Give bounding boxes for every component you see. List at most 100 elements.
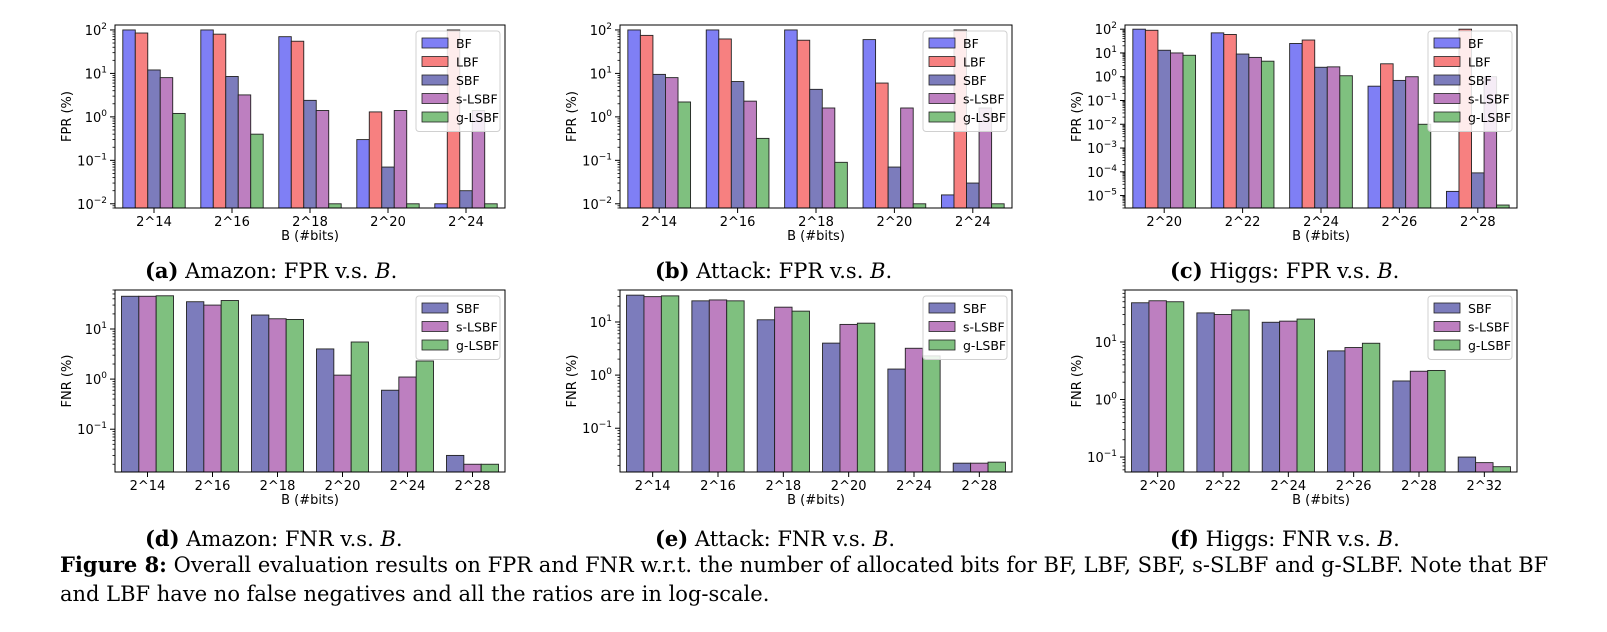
- bar-b-s-LSBF-2: [821, 107, 836, 209]
- bar-d-SBF-5: [446, 454, 465, 473]
- x-tick-label: 2^24: [955, 215, 991, 230]
- panel-caption-text: Attack: FPR v.s.: [696, 259, 864, 283]
- x-tick-label: 2^20: [370, 215, 406, 230]
- bar-b-BF-1: [705, 29, 720, 209]
- legend-label: BF: [456, 36, 472, 51]
- panel-caption-a: (a) Amazon: FPR v.s. B.: [145, 258, 398, 283]
- bar-a-LBF-1: [212, 33, 227, 209]
- legend-swatch: [421, 111, 449, 123]
- panel-caption-label: (e): [655, 526, 689, 551]
- legend-swatch: [1433, 302, 1461, 314]
- bar-b-s-LSBF-1: [743, 100, 757, 209]
- figure-caption-label: Figure 8:: [60, 552, 167, 577]
- panel-caption-label: (a): [145, 258, 179, 283]
- bar-a-SBF-2: [303, 99, 317, 209]
- bar-d-s-LSBF-3: [333, 374, 352, 473]
- bar-e-s-LSBF-4: [904, 347, 924, 473]
- y-tick-label: 10−1: [582, 152, 612, 169]
- y-tick-label: 10−1: [582, 420, 612, 437]
- legend-label: g-LSBF: [1468, 338, 1511, 353]
- bar-e-SBF-0: [626, 294, 645, 473]
- bar-a-SBF-4: [459, 190, 473, 209]
- bar-f-g-LSBF-5: [1492, 466, 1511, 473]
- chart-f: 10−1 100 101 2^20 2^22 2^24 2^26 2^28 2^32 B (#bi…: [1070, 289, 1518, 508]
- legend-swatch: [421, 321, 449, 332]
- bar-d-s-LSBF-5: [463, 463, 482, 473]
- y-axis-label: FNR (%): [60, 355, 75, 408]
- y-tick-label: 10−2: [582, 196, 612, 213]
- bar-d-SBF-4: [381, 389, 400, 473]
- axes-frame-e: [619, 289, 1013, 473]
- legend-label: s-LSBF: [1468, 320, 1510, 335]
- legend-swatch: [421, 302, 449, 314]
- x-tick-label: 2^28: [1401, 479, 1437, 494]
- y-tick-label: 100: [1095, 392, 1118, 409]
- bar-f-SBF-4: [1392, 380, 1411, 473]
- bar-a-BF-0: [122, 29, 136, 209]
- y-tick-label: 10−2: [77, 196, 107, 213]
- panel-caption-var: B: [872, 527, 889, 551]
- bar-c-g-LSBF-0: [1182, 54, 1197, 209]
- bar-a-SBF-1: [225, 76, 239, 209]
- chart-e: 10−1 100 101 2^14 2^16 2^18 2^20 2^24 2^28 B (#bi…: [565, 289, 1013, 508]
- x-tick-label: 2^20: [1140, 479, 1176, 494]
- legend-swatch: [421, 37, 449, 49]
- panel-caption-label: (f): [1170, 526, 1199, 551]
- bar-b-g-LSBF-1: [755, 137, 770, 209]
- bar-e-g-LSBF-5: [987, 461, 1006, 473]
- legend-label: g-LSBF: [1468, 110, 1511, 125]
- x-tick-label: 2^18: [260, 479, 296, 494]
- bar-f-g-LSBF-3: [1361, 342, 1381, 473]
- y-tick-label: 101: [590, 65, 612, 82]
- bar-c-LBF-2: [1301, 39, 1316, 209]
- y-axis-label: FNR (%): [1070, 355, 1085, 408]
- bar-c-g-LSBF-2: [1339, 75, 1353, 209]
- legend-label: s-LSBF: [963, 92, 1005, 107]
- bar-a-g-LSBF-4: [484, 203, 498, 209]
- x-tick-label: 2^24: [896, 479, 932, 494]
- legend-swatch: [421, 339, 449, 351]
- bar-b-g-LSBF-0: [677, 101, 692, 209]
- bar-c-SBF-4: [1471, 172, 1485, 209]
- bar-c-s-LSBF-2: [1326, 66, 1341, 209]
- bar-f-SBF-5: [1457, 456, 1477, 473]
- bar-b-LBF-3: [875, 82, 889, 209]
- y-tick-label: 101: [590, 314, 612, 331]
- x-tick-label: 2^20: [325, 479, 361, 494]
- legend-e: SBF s-LSBF g-LSBF: [922, 295, 1008, 360]
- y-axis-label: FPR (%): [565, 91, 580, 142]
- x-tick-label: 2^14: [136, 215, 172, 230]
- bar-c-SBF-0: [1157, 49, 1171, 209]
- bar-f-s-LSBF-3: [1344, 347, 1363, 473]
- bar-f-s-LSBF-1: [1213, 314, 1233, 473]
- bar-f-g-LSBF-2: [1296, 318, 1315, 473]
- bar-f-SBF-0: [1131, 302, 1150, 473]
- figure-caption: Figure 8: Overall evaluation results on …: [60, 550, 1560, 609]
- bar-b-g-LSBF-3: [912, 203, 927, 209]
- bar-a-g-LSBF-3: [406, 203, 420, 209]
- x-tick-label: 2^16: [720, 215, 756, 230]
- x-tick-label: 2^26: [1336, 479, 1372, 494]
- panel-caption-label: (c): [1170, 258, 1203, 283]
- bar-d-s-LSBF-1: [203, 304, 222, 473]
- legend-label: g-LSBF: [963, 110, 1006, 125]
- bar-a-BF-2: [278, 36, 292, 209]
- bar-d-SBF-2: [251, 314, 270, 473]
- bar-b-SBF-1: [730, 81, 745, 209]
- legend-label: g-LSBF: [963, 338, 1006, 353]
- panel-caption-text: Higgs: FNR v.s.: [1205, 527, 1371, 551]
- chart-d: 10−1 100 101 2^14 2^16 2^18 2^20 2^24 2^28 B (#bi…: [60, 289, 506, 508]
- bar-f-s-LSBF-2: [1279, 320, 1298, 473]
- bar-b-SBF-3: [887, 166, 902, 209]
- bar-a-s-LSBF-3: [393, 110, 408, 209]
- x-tick-label: 2^22: [1225, 215, 1261, 230]
- legend-swatch: [1433, 111, 1461, 123]
- bar-e-g-LSBF-0: [660, 295, 680, 473]
- y-tick-label: 100: [1095, 69, 1118, 86]
- y-tick-label: 100: [85, 371, 108, 388]
- bar-c-s-LSBF-0: [1170, 52, 1184, 209]
- x-tick-label: 2^24: [1270, 479, 1306, 494]
- bar-c-s-LSBF-3: [1405, 76, 1419, 209]
- y-tick-label: 102: [1095, 21, 1117, 38]
- y-axis-label: FPR (%): [1070, 91, 1085, 142]
